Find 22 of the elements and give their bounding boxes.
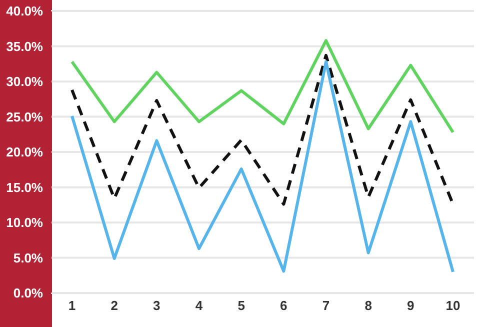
y-tick-label: 15.0% [6,180,44,195]
y-tick-label: 5.0% [13,250,44,266]
y-tick-label: 25.0% [6,109,44,124]
line-series [70,39,454,134]
x-tick-label: 7 [322,298,330,314]
x-tick-label: 4 [195,298,204,314]
x-tick-label: 2 [110,298,118,314]
x-tick-label: 10 [446,298,460,314]
x-tick-label: 5 [238,298,245,314]
y-tick-label: 30.0% [6,74,44,90]
x-tick-label: 8 [364,298,372,314]
x-tick-label: 1 [68,298,76,314]
y-tick-label: 35.0% [6,38,44,54]
y-tick-label: 10.0% [6,215,44,230]
x-tick-label: 3 [153,298,160,314]
line-series [70,60,454,274]
x-tick-label: 9 [407,298,414,314]
y-tick-label: 40.0% [6,4,44,19]
x-tick-label: 6 [280,298,288,314]
y-tick-label: 0.0% [13,286,44,301]
line-series [70,54,454,206]
y-tick-label: 20.0% [6,144,44,160]
